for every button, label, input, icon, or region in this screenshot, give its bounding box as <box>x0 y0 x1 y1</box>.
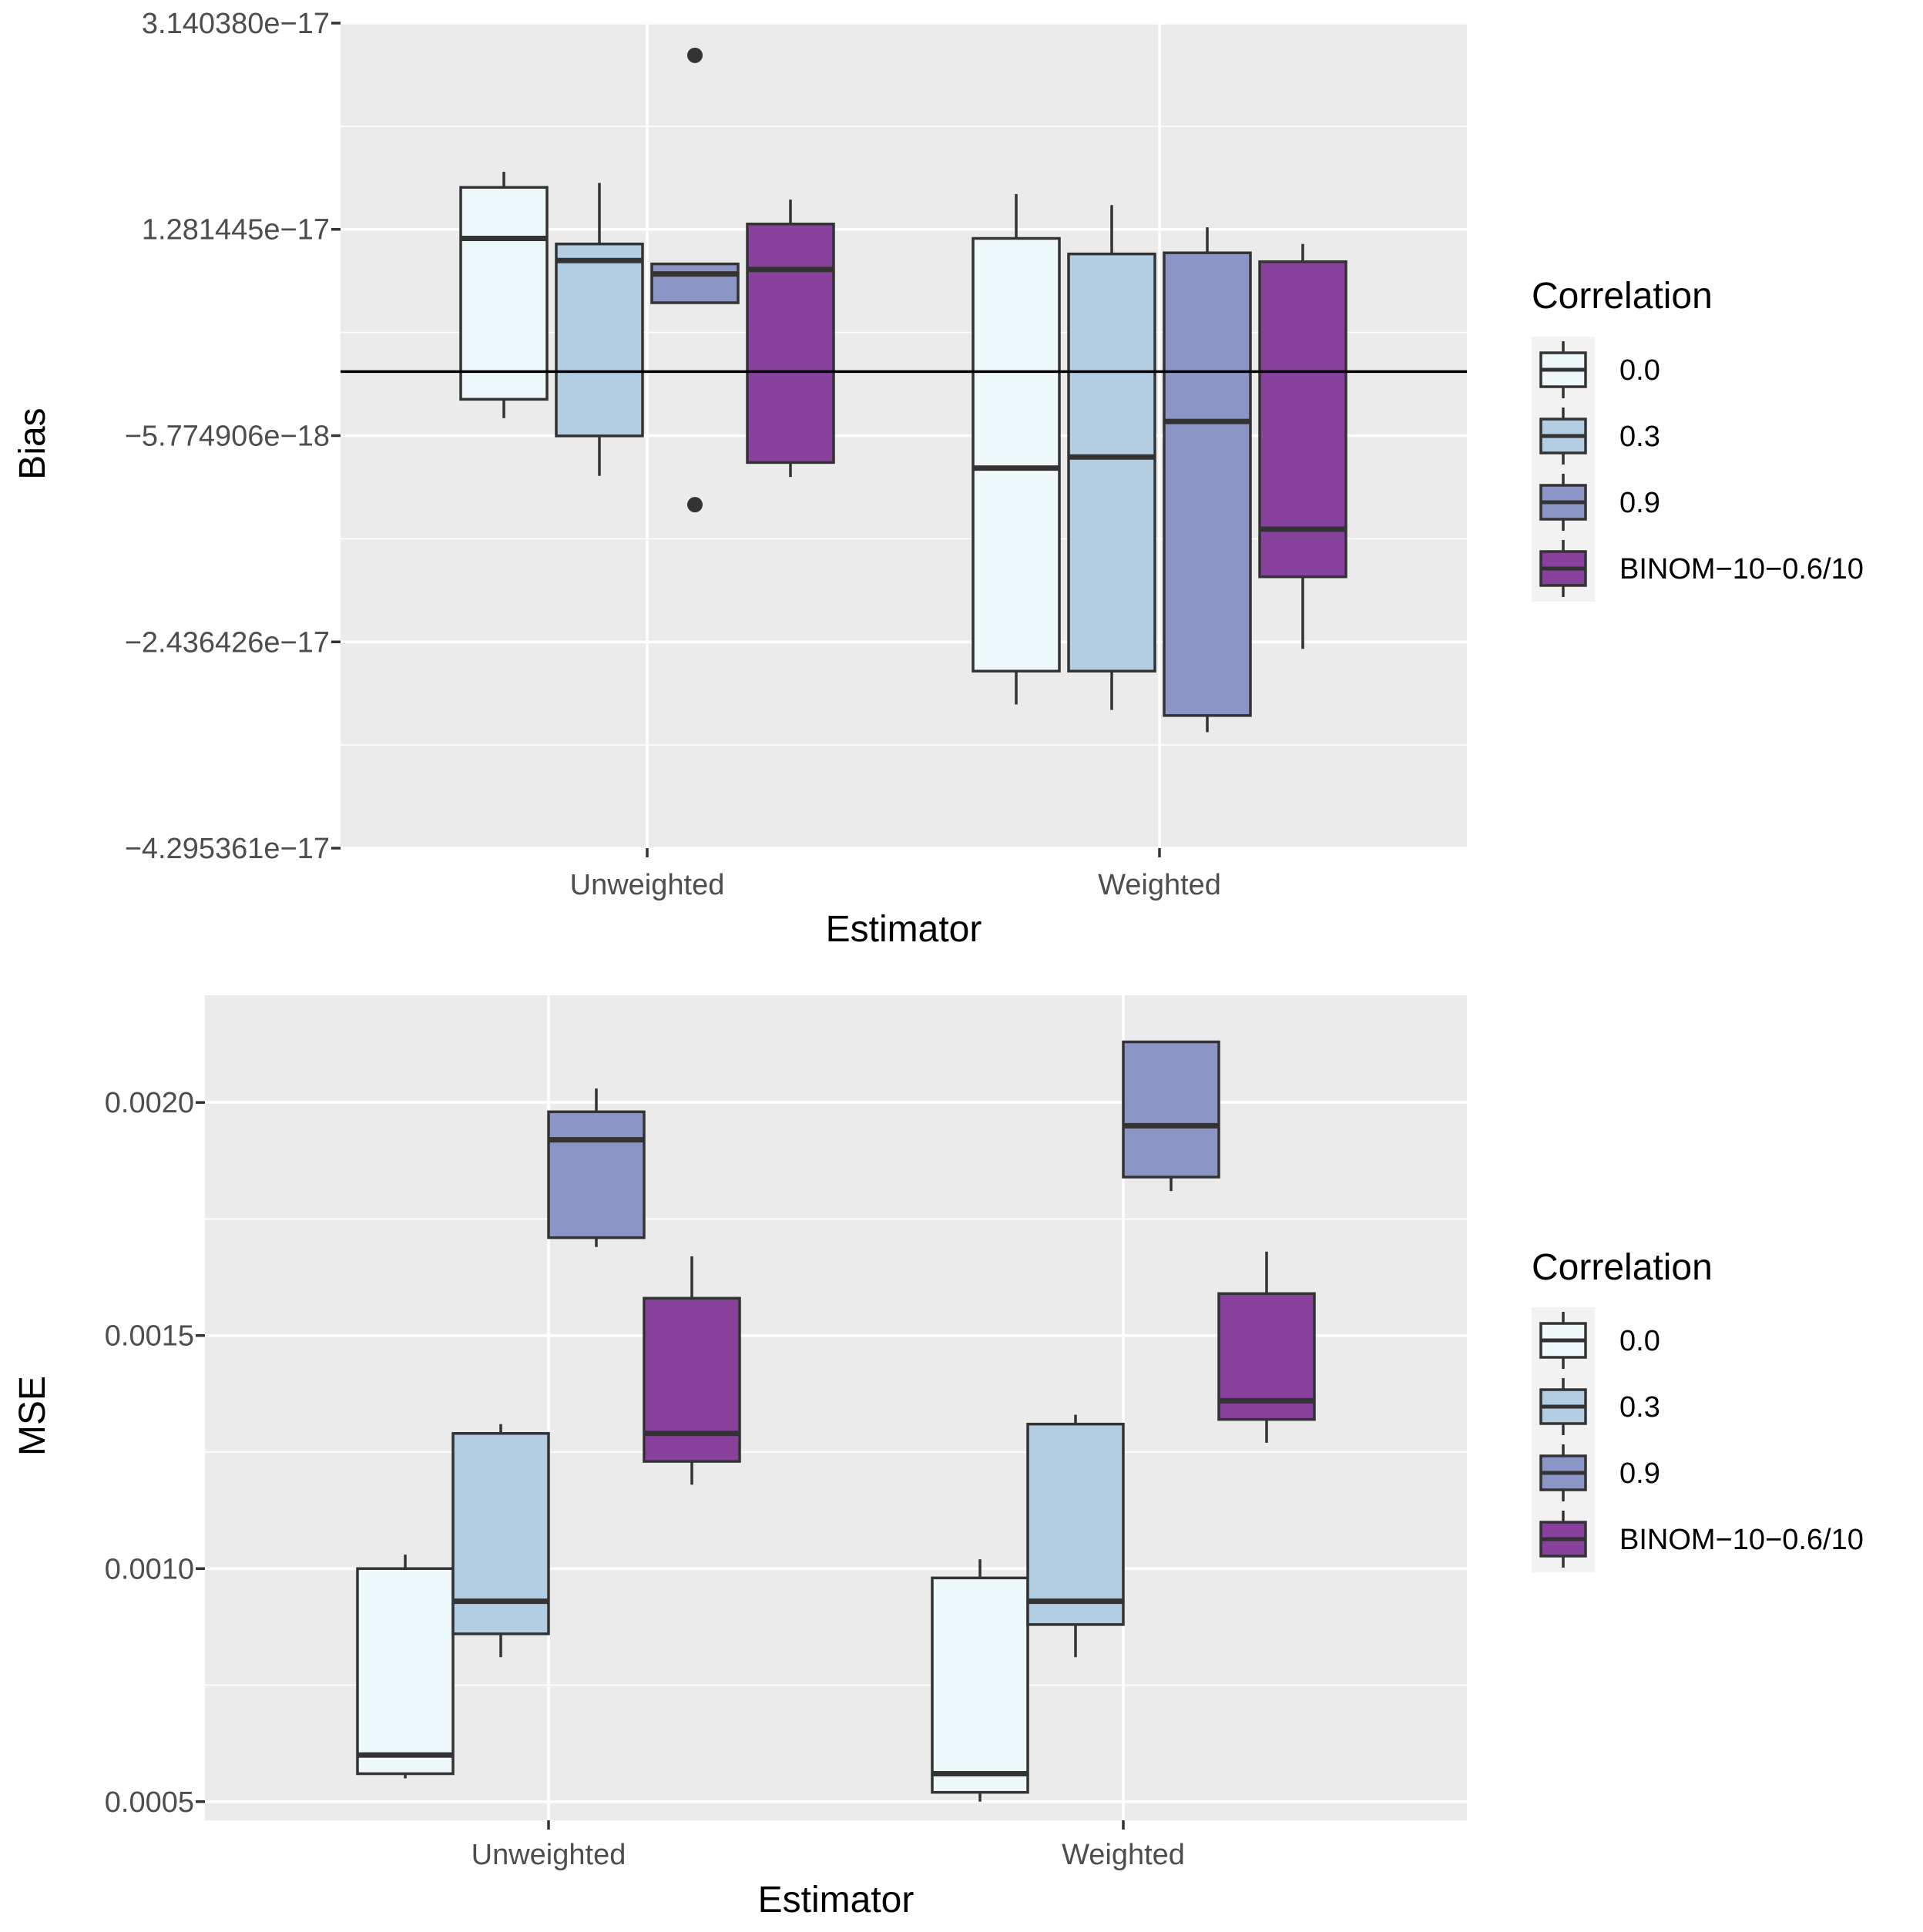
box-body <box>1258 260 1347 579</box>
box-0-0 <box>356 1555 455 1779</box>
legend: Correlation 0.0 0.3 0.9 BINOM−10−0.6/10 <box>1532 276 1864 602</box>
legend-key <box>1532 337 1595 403</box>
box-1-0 <box>451 1424 550 1658</box>
legend-key <box>1532 469 1595 535</box>
y-tick-label: −5.774906e−18 <box>125 421 330 453</box>
box-body <box>356 1567 455 1776</box>
box-3-1 <box>1217 1251 1316 1443</box>
legend-key <box>1532 535 1595 602</box>
legend-label: 0.9 <box>1619 487 1660 519</box>
box-body <box>555 242 644 438</box>
legend-key <box>1532 403 1595 469</box>
box-0-1 <box>972 193 1061 705</box>
x-tick-label: Unweighted <box>472 1839 626 1871</box>
y-tick-label: −2.436426e−17 <box>125 626 330 659</box>
legend-key <box>1532 1440 1595 1506</box>
y-axis-title: MSE <box>12 1376 53 1456</box>
box-2-0 <box>650 47 740 513</box>
y-tick-label: 1.281445e−17 <box>142 214 330 247</box>
box-0-0 <box>459 172 549 418</box>
y-tick-label: 0.0015 <box>105 1320 194 1353</box>
y-tick-label: 3.140380e−17 <box>142 8 330 40</box>
box-0-1 <box>931 1559 1029 1802</box>
x-tick-label: Unweighted <box>570 869 725 901</box>
box-1-1 <box>1026 1414 1125 1658</box>
box-1-0 <box>555 183 644 476</box>
legend-label: 0.0 <box>1619 1325 1660 1357</box>
x-tick-label: Weighted <box>1098 869 1221 901</box>
box-2-1 <box>1163 227 1252 733</box>
box-2-1 <box>1122 1040 1220 1192</box>
bias-chart: 3.140380e−17 1.281445e−17 −5.774906e−18 −2.… <box>12 8 1864 950</box>
box-body <box>972 236 1061 673</box>
legend-label: BINOM−10−0.6/10 <box>1619 553 1864 585</box>
mse-chart: 0.0020 0.0015 0.0010 0.0005 Unweighted Weight… <box>12 995 1864 1920</box>
box-body <box>643 1296 741 1463</box>
box-body <box>1163 251 1252 717</box>
legend: Correlation 0.0 0.3 0.9 BINOM−10−0.6/10 <box>1532 1247 1864 1572</box>
box-body <box>650 262 740 304</box>
box-body <box>1026 1422 1125 1626</box>
y-tick-label: 0.0005 <box>105 1786 194 1819</box>
legend-label: BINOM−10−0.6/10 <box>1619 1524 1864 1556</box>
legend-title: Correlation <box>1532 1247 1713 1288</box>
legend-label: 0.3 <box>1619 421 1660 453</box>
x-tick-label: Weighted <box>1062 1839 1185 1871</box>
legend-label: 0.3 <box>1619 1391 1660 1424</box>
box-3-1 <box>1258 243 1347 649</box>
box-2-0 <box>547 1088 646 1247</box>
box-body <box>1067 252 1156 673</box>
legend-key <box>1532 1374 1595 1440</box>
outlier-point <box>687 47 703 63</box>
box-body <box>746 223 835 465</box>
box-3-0 <box>746 200 835 478</box>
x-axis-title: Estimator <box>826 909 982 950</box>
box-body <box>547 1110 646 1239</box>
box-1-1 <box>1067 205 1156 710</box>
y-tick-label: 0.0010 <box>105 1553 194 1585</box>
y-axis-title: Bias <box>12 408 53 479</box>
legend-label: 0.0 <box>1619 354 1660 387</box>
outlier-point <box>687 497 703 513</box>
box-body <box>459 186 549 401</box>
legend-key <box>1532 1506 1595 1572</box>
y-tick-label: −4.295361e−17 <box>125 833 330 865</box>
legend-label: 0.9 <box>1619 1457 1660 1490</box>
x-axis-title: Estimator <box>758 1880 915 1920</box>
legend-key <box>1532 1307 1595 1374</box>
box-body <box>931 1576 1029 1794</box>
legend-title: Correlation <box>1532 276 1713 317</box>
box-3-0 <box>643 1256 741 1485</box>
box-body <box>1122 1040 1220 1179</box>
y-tick-label: 0.0020 <box>105 1087 194 1119</box>
